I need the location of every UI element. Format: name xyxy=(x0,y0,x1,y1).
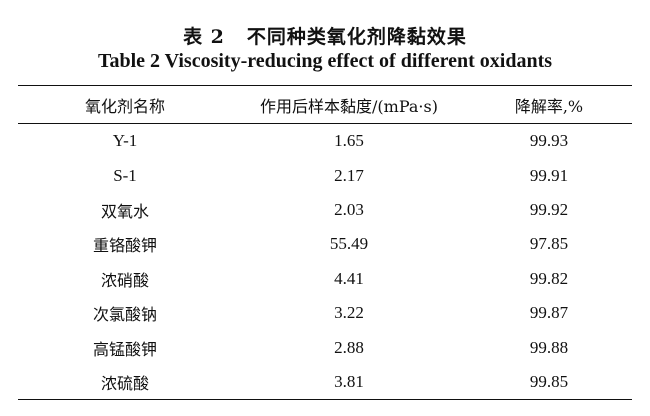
table-row: 次氯酸钠 3.22 99.87 xyxy=(18,296,632,330)
cell-degradation-rate: 99.88 xyxy=(529,337,569,357)
cell-viscosity: 4.41 xyxy=(334,268,364,288)
cell-viscosity: 2.88 xyxy=(334,337,364,357)
cell-oxidant-name: S-1 xyxy=(113,165,137,185)
oxidant-table: 氧化剂名称 作用后样本黏度/(mPa·s) 降解率,% Y-1 1.65 99.… xyxy=(18,85,632,400)
cell-oxidant-name: 双氧水 xyxy=(100,201,149,221)
cell-degradation-rate: 99.91 xyxy=(529,165,569,185)
cell-viscosity: 3.22 xyxy=(334,303,364,323)
table-caption-en: Table 2 Viscosity-reducing effect of dif… xyxy=(97,50,553,72)
table-row: 浓硝酸 4.41 99.82 xyxy=(18,262,632,296)
cell-degradation-rate: 99.87 xyxy=(529,303,569,323)
table-row: 重铬酸钾 55.49 97.85 xyxy=(18,227,632,261)
table-title-cn: 不同种类氧化剂降黏效果 xyxy=(246,26,467,48)
table-caption-cn: 表 2 不同种类氧化剂降黏效果 xyxy=(0,22,650,49)
cell-degradation-rate: 99.92 xyxy=(529,199,569,219)
header-degradation-rate: 降解率,% xyxy=(514,96,584,116)
cell-oxidant-name: 重铬酸钾 xyxy=(92,236,157,256)
cell-degradation-rate: 99.93 xyxy=(529,131,569,151)
table-row: S-1 2.17 99.91 xyxy=(18,158,632,192)
cell-viscosity: 3.81 xyxy=(334,371,364,391)
cell-oxidant-name: Y-1 xyxy=(112,131,138,151)
table-row: Y-1 1.65 99.93 xyxy=(18,124,632,159)
table-row: 高锰酸钾 2.88 99.88 xyxy=(18,330,632,364)
cell-oxidant-name: 浓硫酸 xyxy=(100,373,149,393)
cell-viscosity: 2.03 xyxy=(334,199,364,219)
cell-viscosity: 2.17 xyxy=(334,165,364,185)
cell-oxidant-name: 浓硝酸 xyxy=(100,270,149,290)
table-row: 浓硫酸 3.81 99.85 xyxy=(18,365,632,400)
table-header-row: 氧化剂名称 作用后样本黏度/(mPa·s) 降解率,% xyxy=(18,85,632,124)
cell-oxidant-name: 次氯酸钠 xyxy=(92,305,157,325)
cell-degradation-rate: 97.85 xyxy=(529,234,569,254)
cell-degradation-rate: 99.82 xyxy=(529,268,569,288)
cell-degradation-rate: 99.85 xyxy=(529,371,569,391)
cell-oxidant-name: 高锰酸钾 xyxy=(92,339,157,359)
cell-viscosity: 1.65 xyxy=(334,131,364,151)
table-label-cn: 表 2 xyxy=(183,26,225,48)
header-viscosity: 作用后样本黏度/(mPa·s) xyxy=(260,96,438,116)
table-row: 双氧水 2.03 99.92 xyxy=(18,193,632,227)
header-oxidant-name: 氧化剂名称 xyxy=(84,96,165,116)
cell-viscosity: 55.49 xyxy=(329,234,369,254)
